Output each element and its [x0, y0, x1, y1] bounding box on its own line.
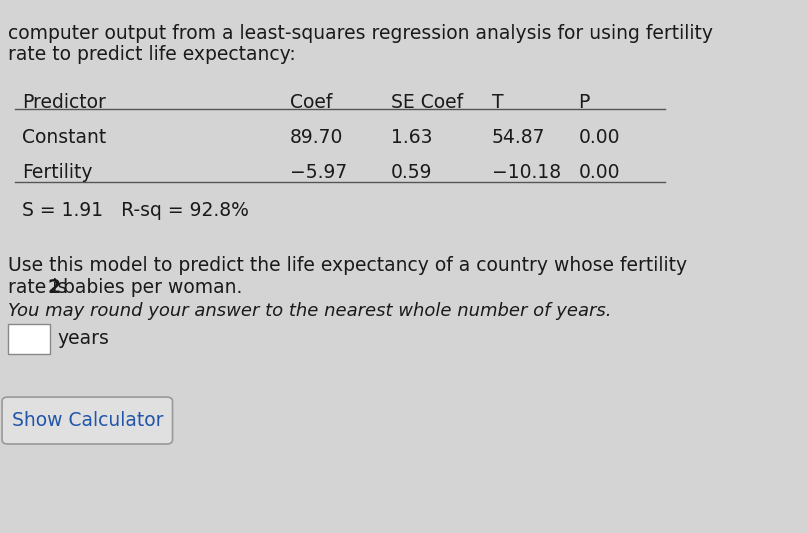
Text: 54.87: 54.87: [492, 128, 545, 147]
Text: Use this model to predict the life expectancy of a country whose fertility: Use this model to predict the life expec…: [8, 256, 687, 275]
Text: Coef: Coef: [289, 93, 332, 112]
Text: T: T: [492, 93, 503, 112]
Text: 1.63: 1.63: [390, 128, 432, 147]
Text: −10.18: −10.18: [492, 163, 561, 182]
Text: P: P: [579, 93, 590, 112]
Text: 0.59: 0.59: [390, 163, 432, 182]
Text: babies per woman.: babies per woman.: [57, 278, 242, 297]
Text: rate is: rate is: [8, 278, 73, 297]
Text: −5.97: −5.97: [289, 163, 347, 182]
Text: Predictor: Predictor: [23, 93, 106, 112]
Text: Constant: Constant: [23, 128, 107, 147]
Text: 0.00: 0.00: [579, 128, 620, 147]
FancyBboxPatch shape: [2, 397, 173, 444]
Text: rate to predict life expectancy:: rate to predict life expectancy:: [8, 45, 296, 64]
Text: computer output from a least-squares regression analysis for using fertility: computer output from a least-squares reg…: [8, 24, 713, 43]
Text: Show Calculator: Show Calculator: [11, 411, 163, 430]
Text: Fertility: Fertility: [23, 163, 93, 182]
Text: SE Coef: SE Coef: [390, 93, 463, 112]
Text: years: years: [57, 329, 109, 349]
Text: S = 1.91   R-sq = 92.8%: S = 1.91 R-sq = 92.8%: [23, 201, 249, 221]
FancyBboxPatch shape: [8, 324, 50, 354]
Text: 2: 2: [47, 278, 60, 297]
Text: You may round your answer to the nearest whole number of years.: You may round your answer to the nearest…: [8, 302, 612, 320]
Text: 0.00: 0.00: [579, 163, 620, 182]
Text: 89.70: 89.70: [289, 128, 343, 147]
